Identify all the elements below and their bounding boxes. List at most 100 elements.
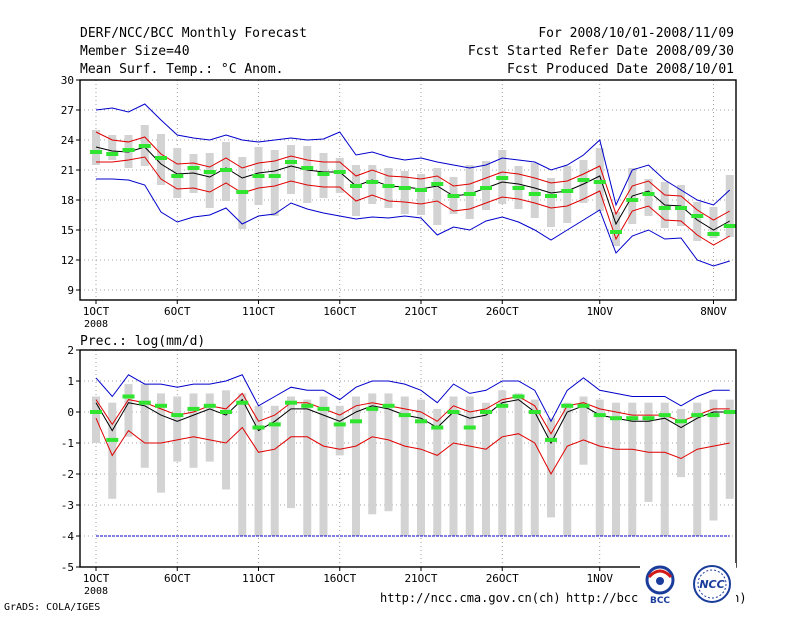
temp-median-mark bbox=[561, 189, 574, 193]
temp-median-mark bbox=[593, 180, 606, 184]
prec-ytick-label: 1 bbox=[67, 375, 74, 388]
prec-box bbox=[189, 393, 198, 468]
prec-median-mark bbox=[447, 410, 460, 414]
temp-median-mark bbox=[155, 156, 167, 160]
temp-box bbox=[563, 166, 572, 223]
ncc-logo-text: NCC bbox=[699, 578, 724, 591]
temp-median-mark bbox=[691, 214, 704, 218]
prec-ytick-label: -3 bbox=[61, 499, 74, 512]
prec-xtick-label: 11OCT bbox=[242, 572, 275, 585]
prec-median-mark bbox=[138, 400, 151, 405]
forecast-period: For 2008/10/01-2008/11/09 bbox=[538, 26, 734, 41]
prec-median-mark bbox=[658, 413, 671, 418]
temp-upper-line bbox=[95, 131, 730, 221]
temp-median-mark bbox=[496, 176, 509, 180]
temp-xtick-year: 2008 bbox=[84, 319, 108, 330]
prec-box bbox=[709, 399, 718, 521]
temp-ytick-label: 27 bbox=[61, 104, 74, 117]
prec-median-mark bbox=[252, 425, 265, 430]
prec-median-mark bbox=[171, 413, 184, 418]
prec-ytick-label: -1 bbox=[61, 437, 74, 450]
temp-median-mark bbox=[610, 230, 622, 234]
prec-ytick-label: 2 bbox=[67, 344, 74, 357]
prec-median-mark bbox=[675, 419, 687, 424]
temp-max-line bbox=[95, 103, 731, 207]
prec-median-mark bbox=[431, 425, 444, 430]
prec-xtick-year: 2008 bbox=[84, 586, 108, 597]
temp-box bbox=[270, 150, 279, 216]
ncc-link[interactable]: http://ncc.cma.gov.cn(ch) bbox=[380, 591, 561, 605]
temp-median-mark bbox=[236, 190, 249, 194]
prec-xtick-label: 1OCT bbox=[83, 572, 110, 585]
temp-median-mark bbox=[106, 152, 119, 156]
temp-xtick-label: 1NOV bbox=[587, 305, 614, 318]
temp-box bbox=[693, 202, 702, 241]
temp-median-mark bbox=[545, 194, 557, 198]
prec-max-line bbox=[95, 374, 730, 423]
prec-upper-line bbox=[95, 392, 730, 435]
temp-median-mark bbox=[577, 178, 590, 182]
temp-box bbox=[352, 165, 360, 216]
temp-box bbox=[547, 178, 555, 227]
prec-box bbox=[595, 399, 604, 536]
prec-median-mark bbox=[723, 410, 736, 414]
prec-xtick-label: 1NOV bbox=[587, 572, 614, 585]
temp-ytick-label: 9 bbox=[67, 284, 74, 297]
prec-box bbox=[270, 405, 279, 536]
temp-box bbox=[400, 171, 409, 214]
prec-box bbox=[579, 396, 588, 465]
prec-median-mark bbox=[691, 413, 704, 418]
grads-credit: GrADS: COLA/IGES bbox=[4, 602, 101, 613]
temp-xtick-label: 1OCT bbox=[83, 305, 110, 318]
prec-frame bbox=[79, 349, 737, 568]
prec-box bbox=[92, 396, 100, 443]
prec-median-mark bbox=[236, 400, 249, 405]
prec-median-mark bbox=[333, 422, 346, 427]
prec-median-mark bbox=[512, 394, 525, 399]
prec-box bbox=[725, 399, 734, 499]
start-date: Fcst Started Refer Date 2008/09/30 bbox=[467, 44, 734, 59]
prec-ytick-label: 0 bbox=[67, 406, 74, 419]
temp-box bbox=[287, 145, 295, 194]
temp-median-mark bbox=[350, 184, 362, 188]
temp-lower-line bbox=[96, 156, 730, 246]
temp-median-mark bbox=[382, 184, 395, 188]
prec-median-mark bbox=[561, 403, 574, 408]
prec-box bbox=[254, 405, 263, 536]
prec-median-mark bbox=[593, 413, 606, 418]
temp-median-mark bbox=[203, 170, 216, 174]
prec-box bbox=[384, 393, 393, 512]
temp-box bbox=[612, 212, 620, 246]
prec-median-mark bbox=[545, 437, 557, 442]
temp-xtick-label: 6OCT bbox=[164, 305, 191, 318]
prec-box bbox=[530, 399, 539, 536]
agency-logos: BCC NCC bbox=[640, 563, 736, 605]
prec-box bbox=[628, 402, 637, 536]
temp-ytick-label: 12 bbox=[61, 254, 74, 267]
temp-xtick-label: 16OCT bbox=[323, 305, 356, 318]
prec-box bbox=[238, 393, 247, 536]
temp-xtick-label: 21OCT bbox=[404, 305, 437, 318]
prec-median-mark bbox=[317, 406, 330, 411]
temp-median-mark bbox=[512, 186, 525, 190]
temp-ytick-label: 15 bbox=[61, 224, 74, 237]
temp-ytick-label: 21 bbox=[61, 164, 74, 177]
temp-median-mark bbox=[480, 186, 492, 190]
temp-median-mark bbox=[187, 166, 200, 170]
prec-box bbox=[400, 396, 409, 536]
member-size: Member Size=40 bbox=[80, 44, 190, 59]
prec-box bbox=[677, 408, 685, 478]
temp-box bbox=[725, 175, 734, 237]
prec-box bbox=[222, 390, 230, 490]
prec-median-mark bbox=[203, 403, 216, 408]
prec-box bbox=[108, 402, 117, 499]
temp-xtick-label: 26OCT bbox=[486, 305, 519, 318]
temp-median-mark bbox=[447, 194, 460, 198]
temp-min-line bbox=[96, 178, 730, 267]
temp-median-mark bbox=[317, 172, 330, 176]
prec-box bbox=[465, 396, 474, 536]
prec-median-mark bbox=[350, 419, 362, 424]
temp-box bbox=[108, 135, 117, 160]
prec-median-mark bbox=[106, 437, 119, 442]
